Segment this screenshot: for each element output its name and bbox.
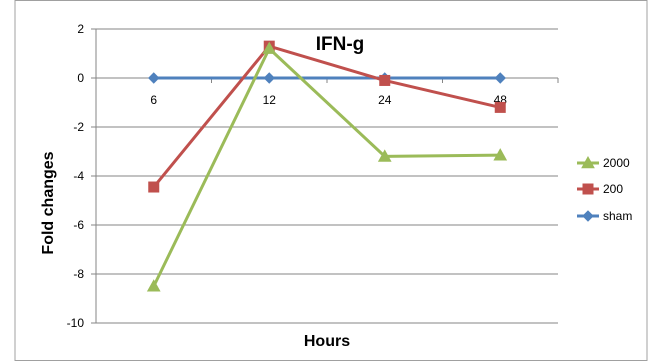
y-axis-title: Fold changes	[40, 151, 57, 254]
legend: 2000 200 sham	[577, 155, 632, 223]
series-line	[152, 44, 501, 188]
data-point	[493, 148, 508, 161]
legend-label: 2000	[603, 156, 630, 170]
chart-title: IFN-g	[316, 34, 365, 55]
y-tick-label: -2	[73, 120, 84, 134]
y-tick-label: -6	[73, 218, 84, 232]
y-tick-label: -10	[67, 316, 85, 330]
series-layer	[146, 40, 508, 292]
data-point	[379, 74, 391, 86]
data-point	[148, 181, 160, 193]
legend-marker	[582, 210, 594, 222]
legend-marker	[581, 155, 595, 169]
x-tick-label: 24	[378, 93, 392, 107]
legend-label: sham	[603, 209, 632, 223]
data-point	[263, 72, 275, 84]
legend-item-200: 200	[577, 182, 623, 196]
x-tick-label: 6	[150, 93, 157, 107]
chart-area-border	[14, 0, 648, 361]
data-point	[148, 72, 160, 84]
data-point	[262, 41, 277, 54]
legend-marker	[582, 183, 594, 195]
y-tick-label: -4	[73, 169, 84, 183]
x-axis-title: Hours	[304, 333, 350, 350]
data-point	[377, 149, 392, 162]
y-axis: 2 0 -2 -4 -6 -8 -10	[67, 22, 97, 330]
legend-item-sham: sham	[577, 209, 632, 223]
legend-label: 200	[603, 182, 623, 196]
y-tick-label: 0	[77, 71, 84, 85]
legend-item-2000: 2000	[577, 155, 630, 170]
data-point	[494, 72, 506, 84]
series-2000	[146, 41, 508, 292]
data-point	[146, 279, 161, 292]
series-line	[152, 47, 501, 287]
x-tick-label: 12	[263, 93, 277, 107]
data-point	[494, 101, 506, 113]
y-tick-label: -8	[73, 267, 84, 281]
y-tick-label: 2	[77, 22, 84, 36]
